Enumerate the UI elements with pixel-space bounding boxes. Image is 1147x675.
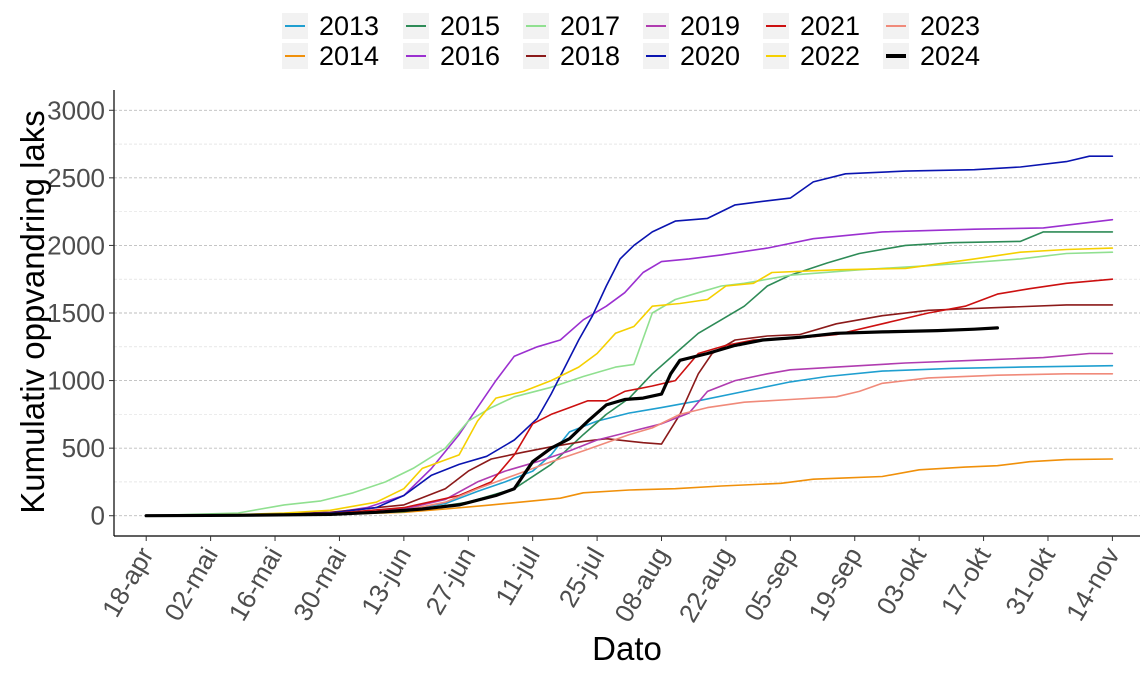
y-tick-label: 3000 [47,95,105,125]
legend-swatch [763,43,789,69]
legend-label: 2016 [440,41,501,71]
legend-label: 2017 [560,11,621,41]
series-line-2023 [145,373,1114,517]
series-line-2014 [145,458,1114,517]
series-line-2017 [145,251,1114,517]
x-tick-label: 31-okt [999,541,1061,619]
legend-item-2023: 2023 [883,12,980,40]
y-tick-label: 2500 [47,163,105,193]
y-tick-label: 1000 [47,366,105,396]
legend-label: 2024 [920,41,981,71]
x-tick-label: 03-okt [870,541,932,619]
legend-item-2014: 2014 [282,42,379,70]
x-tick-label: 27-jun [419,542,481,620]
legend-item-2018: 2018 [523,42,620,70]
legend-swatch [763,13,789,39]
legend-label: 2019 [680,11,741,41]
legend-item-2013: 2013 [282,12,379,40]
x-tick-label: 19-sep [802,542,868,626]
legend: 2013 2014 2015 2016 2017 2018 2019 2020 2021 2022… [282,12,1002,74]
legend-item-2020: 2020 [643,42,740,70]
legend-label: 2013 [319,11,380,41]
x-tick-label: 14-nov [1060,542,1126,626]
legend-item-2019: 2019 [643,12,740,40]
legend-label: 2018 [560,41,621,71]
legend-label: 2014 [319,41,380,71]
x-tick-label: 22-aug [673,542,739,627]
legend-label: 2023 [920,11,981,41]
x-tick-label: 18-apr [96,542,160,622]
legend-item-2016: 2016 [403,42,500,70]
legend-swatch [403,13,429,39]
legend-swatch [523,43,549,69]
legend-swatch [643,13,669,39]
legend-item-2015: 2015 [403,12,500,40]
x-tick-label: 11-jul [489,542,546,610]
series-lines [144,155,1114,518]
x-tick-label: 05-sep [738,542,804,626]
y-tick-label: 0 [91,501,105,531]
series-line-2022 [145,247,1114,517]
series-line-2018 [145,304,1114,517]
legend-swatch [403,43,429,69]
legend-swatch [523,13,549,39]
legend-label: 2021 [800,11,861,41]
legend-item-2022: 2022 [763,42,860,70]
x-tick-label: 17-okt [935,541,997,619]
x-tick-label: 16-mai [223,542,289,626]
y-ticks: 0 500 1000 1500 2000 2500 3000 [47,95,114,531]
y-axis-title: Kumulativ oppvandring laks [14,110,51,514]
y-tick-label: 2000 [47,230,105,260]
legend-label: 2015 [440,11,501,41]
series-line-2024 [144,326,999,518]
legend-swatch [883,13,909,39]
x-tick-label: 08-aug [608,542,674,627]
x-tick-label: 13-jun [355,542,417,620]
series-line-2020 [145,155,1114,517]
legend-item-2021: 2021 [763,12,860,40]
gridlines [114,109,1140,517]
legend-swatch [883,43,909,69]
legend-swatch [643,43,669,69]
legend-item-2024: 2024 [883,42,980,70]
legend-swatch [282,13,308,39]
x-tick-label: 25-jul [553,542,611,612]
x-axis-title: Dato [592,630,662,667]
legend-item-2017: 2017 [523,12,620,40]
series-line-2016 [145,218,1114,517]
legend-label: 2022 [800,41,861,71]
x-tick-label: 02-mai [158,542,224,626]
legend-label: 2020 [680,41,741,71]
series-line-2015 [145,231,1114,517]
x-tick-label: 30-mai [287,542,353,626]
y-tick-label: 1500 [47,298,105,328]
legend-swatch [282,43,308,69]
series-line-2021 [145,278,1114,517]
y-tick-label: 500 [62,433,105,463]
